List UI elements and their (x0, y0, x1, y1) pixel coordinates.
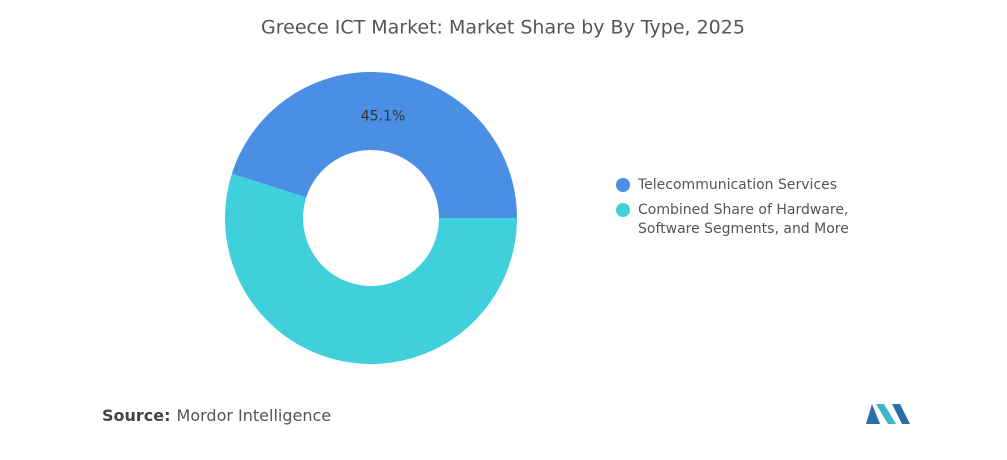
logo (866, 404, 910, 424)
legend-label: Combined Share of Hardware, Software Seg… (638, 202, 849, 237)
legend-swatch (616, 178, 630, 192)
legend-swatch (616, 203, 630, 217)
legend-item: Combined Share of Hardware, Software Seg… (612, 201, 912, 239)
source-text: Mordor Intelligence (176, 406, 332, 425)
source-label: Source: (102, 406, 171, 425)
donut-slice (225, 173, 518, 364)
source: Source: Mordor Intelligence (102, 406, 331, 425)
chart-title: Greece ICT Market: Market Share by By Ty… (261, 17, 745, 39)
legend: Telecommunication Services Combined Share… (612, 176, 912, 245)
data-label: 45.1% (361, 108, 405, 124)
legend-label: Telecommunication Services (638, 177, 838, 193)
donut-slice (231, 71, 517, 218)
legend-item: Telecommunication Services (612, 176, 912, 195)
